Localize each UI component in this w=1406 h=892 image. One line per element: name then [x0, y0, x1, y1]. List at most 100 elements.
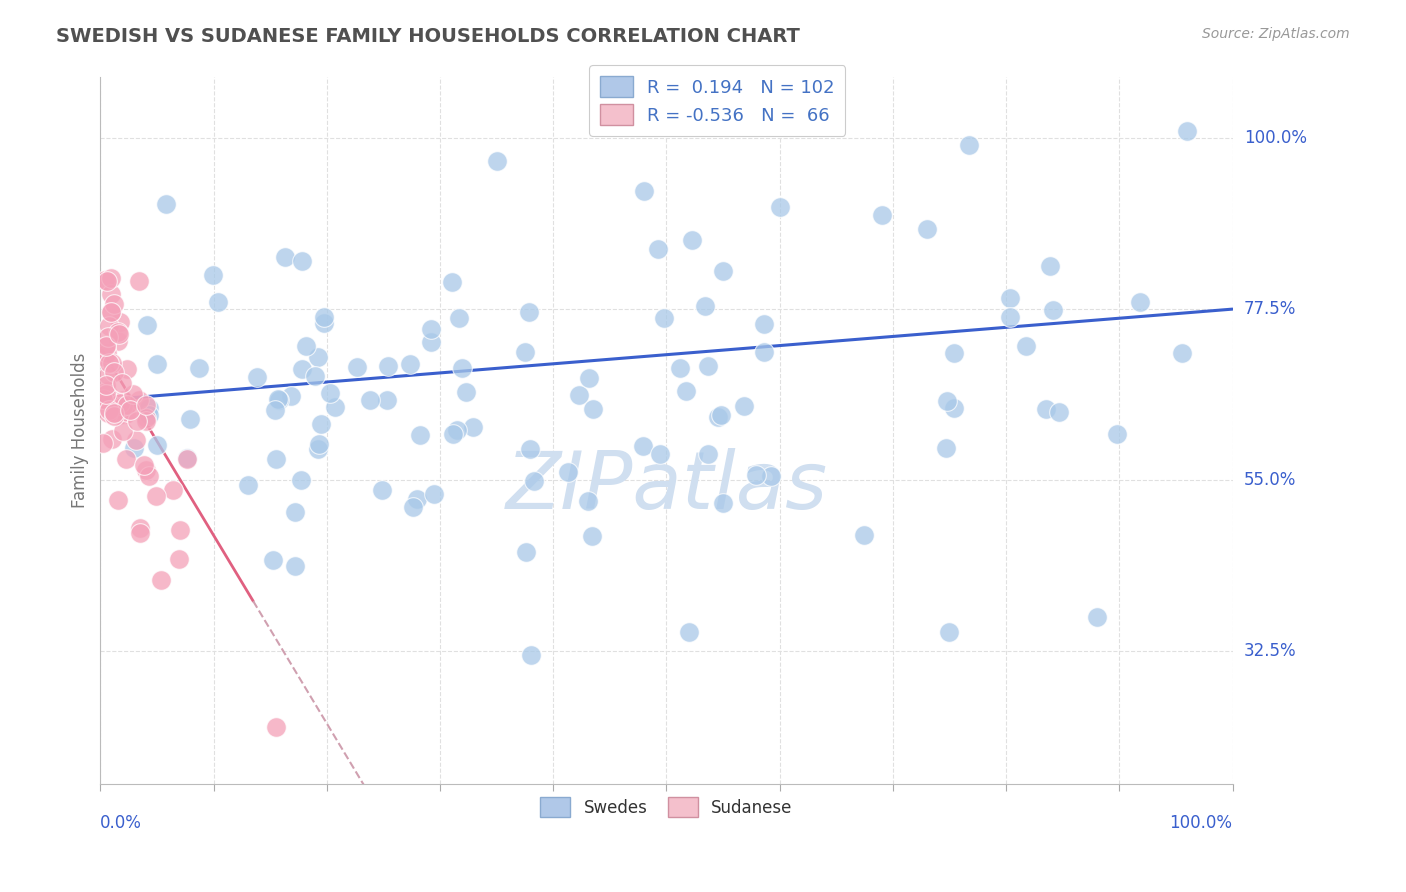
- Point: [107, 408, 129, 422]
- Point: [94, 378, 117, 392]
- Point: [1129, 295, 1152, 310]
- Point: [267, 392, 290, 406]
- Point: [633, 185, 655, 199]
- Point: [1042, 302, 1064, 317]
- Point: [515, 545, 537, 559]
- Point: [176, 452, 198, 467]
- Point: [568, 388, 591, 402]
- Point: [938, 624, 960, 639]
- Point: [406, 491, 429, 506]
- Point: [319, 386, 342, 401]
- Point: [451, 360, 474, 375]
- Point: [307, 351, 329, 365]
- Point: [108, 315, 131, 329]
- Point: [745, 467, 768, 482]
- Point: [122, 441, 145, 455]
- Point: [915, 222, 938, 236]
- Point: [98, 356, 121, 370]
- Point: [291, 362, 314, 376]
- Point: [134, 458, 156, 472]
- Point: [419, 322, 441, 336]
- Point: [145, 489, 167, 503]
- Point: [754, 344, 776, 359]
- Point: [578, 370, 600, 384]
- Point: [264, 452, 287, 467]
- Point: [115, 361, 138, 376]
- Point: [323, 400, 346, 414]
- Point: [246, 369, 269, 384]
- Y-axis label: Family Households: Family Households: [72, 353, 89, 508]
- Point: [675, 384, 697, 398]
- Point: [998, 291, 1021, 305]
- Point: [135, 463, 157, 477]
- Point: [162, 483, 184, 497]
- Text: 100.0%: 100.0%: [1170, 814, 1233, 832]
- Text: 77.5%: 77.5%: [1244, 300, 1296, 318]
- Point: [125, 414, 148, 428]
- Point: [136, 318, 159, 333]
- Point: [441, 427, 464, 442]
- Point: [446, 423, 468, 437]
- Point: [129, 526, 152, 541]
- Point: [121, 387, 143, 401]
- Point: [710, 408, 733, 422]
- Point: [485, 153, 508, 168]
- Point: [125, 433, 148, 447]
- Point: [519, 442, 541, 456]
- Point: [377, 359, 399, 374]
- Point: [652, 310, 675, 325]
- Point: [307, 442, 329, 457]
- Text: Source: ZipAtlas.com: Source: ZipAtlas.com: [1202, 27, 1350, 41]
- Point: [942, 346, 965, 360]
- Point: [269, 392, 291, 407]
- Point: [105, 400, 128, 414]
- Point: [264, 402, 287, 417]
- Point: [103, 406, 125, 420]
- Point: [359, 392, 381, 407]
- Point: [290, 473, 312, 487]
- Point: [111, 424, 134, 438]
- Point: [304, 369, 326, 384]
- Point: [853, 528, 876, 542]
- Point: [308, 436, 330, 450]
- Point: [761, 468, 783, 483]
- Point: [98, 318, 121, 333]
- Point: [138, 468, 160, 483]
- Point: [513, 345, 536, 359]
- Point: [96, 345, 118, 359]
- Point: [96, 274, 118, 288]
- Point: [100, 271, 122, 285]
- Point: [312, 316, 335, 330]
- Point: [97, 403, 120, 417]
- Point: [280, 389, 302, 403]
- Point: [291, 253, 314, 268]
- Point: [697, 447, 720, 461]
- Point: [111, 392, 134, 407]
- Point: [734, 399, 756, 413]
- Point: [103, 366, 125, 380]
- Point: [179, 412, 201, 426]
- Point: [103, 392, 125, 407]
- Point: [957, 137, 980, 152]
- Point: [103, 409, 125, 423]
- Point: [935, 441, 957, 455]
- Point: [97, 406, 120, 420]
- Point: [697, 359, 720, 373]
- Point: [713, 496, 735, 510]
- Text: 55.0%: 55.0%: [1244, 471, 1296, 489]
- Point: [146, 358, 169, 372]
- Point: [100, 305, 122, 319]
- Point: [408, 428, 430, 442]
- Point: [100, 286, 122, 301]
- Point: [107, 327, 129, 342]
- Point: [135, 411, 157, 425]
- Text: SWEDISH VS SUDANESE FAMILY HOUSEHOLDS CORRELATION CHART: SWEDISH VS SUDANESE FAMILY HOUSEHOLDS CO…: [56, 27, 800, 45]
- Point: [1107, 426, 1129, 441]
- Point: [155, 197, 177, 211]
- Point: [284, 505, 307, 519]
- Point: [101, 433, 124, 447]
- Point: [522, 474, 544, 488]
- Point: [870, 208, 893, 222]
- Point: [942, 401, 965, 415]
- Point: [167, 551, 190, 566]
